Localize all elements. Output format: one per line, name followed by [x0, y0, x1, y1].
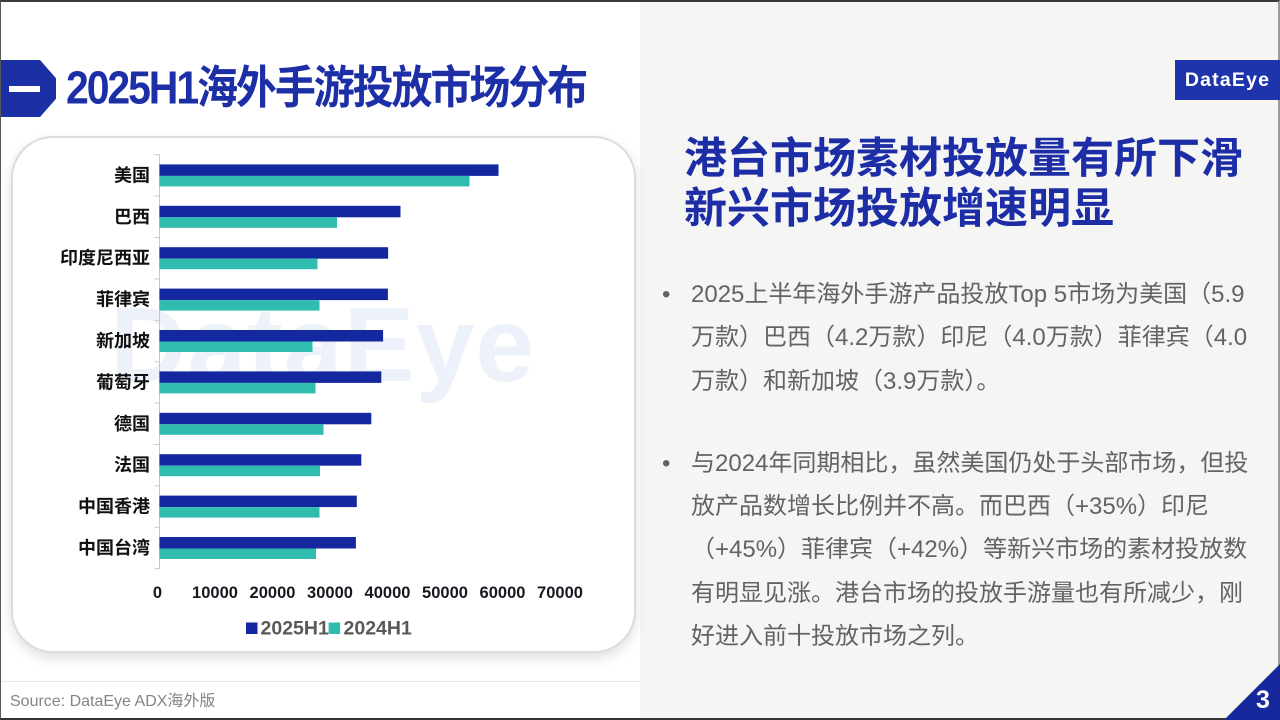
svg-text:葡萄牙: 葡萄牙 — [96, 372, 150, 392]
svg-text:美国: 美国 — [114, 165, 150, 185]
svg-text:40000: 40000 — [365, 584, 411, 602]
svg-text:10000: 10000 — [192, 584, 238, 602]
svg-text:菲律宾: 菲律宾 — [96, 290, 150, 310]
svg-text:法国: 法国 — [114, 455, 150, 475]
svg-text:60000: 60000 — [480, 584, 526, 602]
svg-text:新加坡: 新加坡 — [96, 331, 150, 351]
svg-text:30000: 30000 — [307, 584, 353, 602]
svg-text:中国香港: 中国香港 — [78, 497, 150, 517]
svg-text:20000: 20000 — [250, 584, 296, 602]
svg-text:0: 0 — [153, 584, 162, 602]
svg-text:2025H1: 2025H1 — [261, 618, 329, 640]
svg-text:2024H1: 2024H1 — [344, 618, 412, 640]
svg-text:中国台湾: 中国台湾 — [78, 538, 150, 558]
svg-text:德国: 德国 — [114, 414, 150, 434]
svg-text:70000: 70000 — [537, 584, 583, 602]
svg-text:50000: 50000 — [422, 584, 468, 602]
svg-text:巴西: 巴西 — [114, 207, 150, 227]
svg-text:印度尼西亚: 印度尼西亚 — [60, 248, 150, 268]
